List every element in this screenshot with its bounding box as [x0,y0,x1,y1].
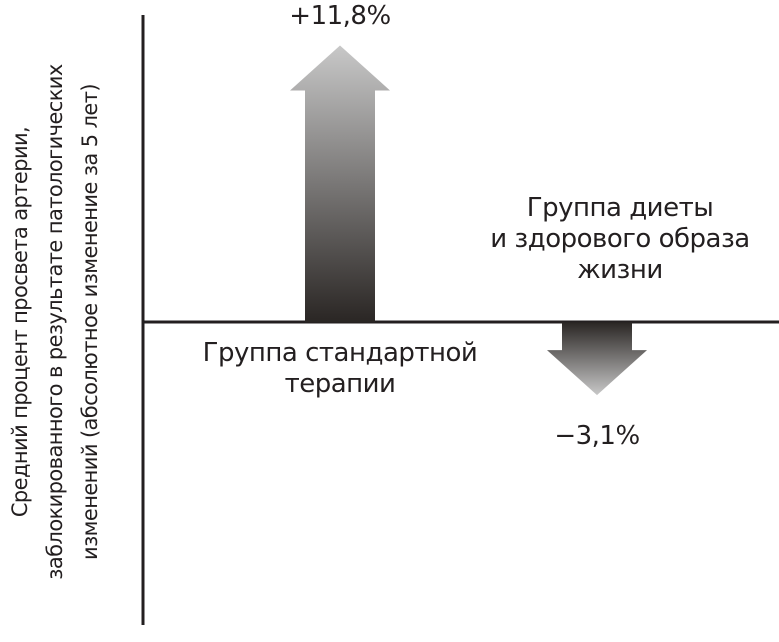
arrow [547,322,647,396]
value-label: −3,1% [554,421,640,452]
value-label: +11,8% [289,0,391,31]
y-axis-label: Средний процент просвета артерии, заблок… [8,64,102,580]
category-label: Группа диеты и здорового образа жизни [490,193,750,286]
category-label: Группа стандартной терапии [202,338,478,400]
arrow [290,45,390,323]
